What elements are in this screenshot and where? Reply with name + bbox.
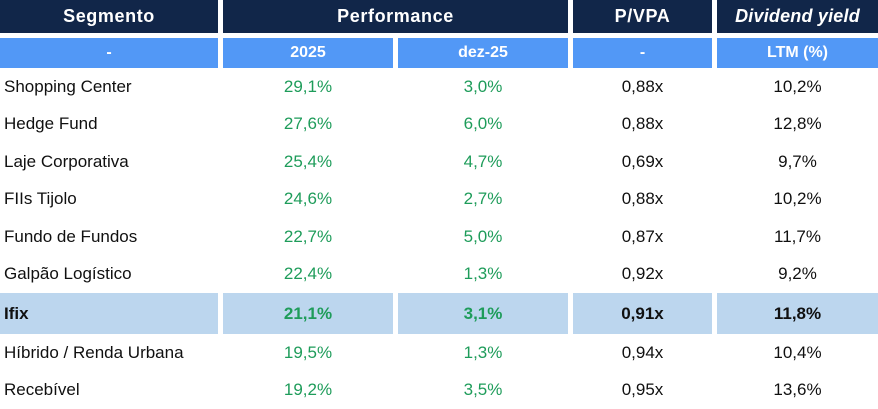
cell-ltm: 11,8% — [717, 293, 878, 334]
table-row: Híbrido / Renda Urbana 19,5% 1,3% 0,94x … — [0, 334, 878, 372]
cell-perf-2025: 19,2% — [283, 380, 333, 400]
cell-ltm: 9,7% — [778, 151, 817, 171]
cell-segmento: Ifix — [0, 293, 218, 334]
cell-ltm: 11,7% — [774, 226, 821, 246]
cell-segmento: Hedge Fund — [4, 114, 98, 134]
cell-ltm: 13,6% — [773, 380, 822, 400]
table-subheader-row: - 2025 dez-25 - LTM (%) — [0, 38, 878, 68]
subheader-dez-25: dez-25 — [398, 38, 568, 68]
subheader-segmento: - — [0, 38, 218, 68]
cell-perf-dez-25: 2,7% — [463, 189, 503, 209]
cell-perf-dez-25: 3,5% — [463, 380, 503, 400]
cell-pvpa: 0,88x — [621, 114, 664, 134]
cell-pvpa: 0,91x — [573, 293, 712, 334]
cell-perf-dez-25: 1,3% — [463, 264, 503, 284]
table-row: Fundo de Fundos 22,7% 5,0% 0,87x 11,7% — [0, 218, 878, 256]
subheader-2025: 2025 — [223, 38, 393, 68]
table-row-ifix-benchmark: Ifix 21,1% 3,1% 0,91x 11,8% — [0, 293, 878, 334]
cell-perf-2025: 22,7% — [283, 226, 333, 246]
cell-ltm: 10,2% — [773, 76, 822, 96]
cell-pvpa: 0,87x — [621, 226, 664, 246]
cell-perf-2025: 25,4% — [283, 151, 333, 171]
table-row: Hedge Fund 27,6% 6,0% 0,88x 12,8% — [0, 106, 878, 144]
cell-pvpa: 0,88x — [621, 189, 664, 209]
table-row: Shopping Center 29,1% 3,0% 0,88x 10,2% — [0, 68, 878, 106]
cell-ltm: 10,4% — [773, 342, 822, 362]
cell-segmento: Shopping Center — [4, 76, 132, 96]
header-dividend-yield: Dividend yield — [717, 0, 878, 33]
cell-perf-dez-25: 4,7% — [463, 151, 503, 171]
cell-pvpa: 0,94x — [621, 342, 664, 362]
cell-perf-dez-25: 6,0% — [463, 114, 503, 134]
cell-perf-2025: 22,4% — [283, 264, 333, 284]
subheader-pvpa: - — [573, 38, 712, 68]
header-pvpa: P/VPA — [573, 0, 712, 33]
cell-pvpa: 0,92x — [621, 264, 664, 284]
table-row: Recebível 19,2% 3,5% 0,95x 13,6% — [0, 372, 878, 409]
cell-segmento: Híbrido / Renda Urbana — [4, 342, 184, 362]
cell-pvpa: 0,88x — [621, 76, 664, 96]
table-header-row: Segmento Performance P/VPA Dividend yiel… — [0, 0, 878, 33]
cell-perf-2025: 27,6% — [283, 114, 333, 134]
cell-perf-2025: 24,6% — [283, 189, 333, 209]
cell-ltm: 12,8% — [773, 114, 822, 134]
cell-pvpa: 0,69x — [621, 151, 664, 171]
table-row: FIIs Tijolo 24,6% 2,7% 0,88x 10,2% — [0, 181, 878, 219]
cell-segmento: Galpão Logístico — [4, 264, 132, 284]
cell-segmento: Laje Corporativa — [4, 151, 129, 171]
cell-perf-2025: 19,5% — [283, 342, 333, 362]
header-segmento: Segmento — [0, 0, 218, 33]
cell-perf-dez-25: 5,0% — [463, 226, 503, 246]
cell-ltm: 10,2% — [773, 189, 822, 209]
cell-perf-dez-25: 3,1% — [398, 293, 568, 334]
cell-perf-2025: 21,1% — [223, 293, 393, 334]
cell-segmento: FIIs Tijolo — [4, 189, 77, 209]
cell-ltm: 9,2% — [778, 264, 817, 284]
cell-segmento: Recebível — [4, 380, 80, 400]
table-row: Laje Corporativa 25,4% 4,7% 0,69x 9,7% — [0, 143, 878, 181]
subheader-ltm: LTM (%) — [717, 38, 878, 68]
cell-pvpa: 0,95x — [621, 380, 664, 400]
cell-perf-dez-25: 3,0% — [463, 76, 503, 96]
table-row: Galpão Logístico 22,4% 1,3% 0,92x 9,2% — [0, 256, 878, 294]
cell-segmento: Fundo de Fundos — [4, 226, 138, 246]
cell-perf-2025: 29,1% — [283, 76, 333, 96]
cell-perf-dez-25: 1,3% — [463, 342, 503, 362]
header-performance: Performance — [223, 0, 568, 33]
